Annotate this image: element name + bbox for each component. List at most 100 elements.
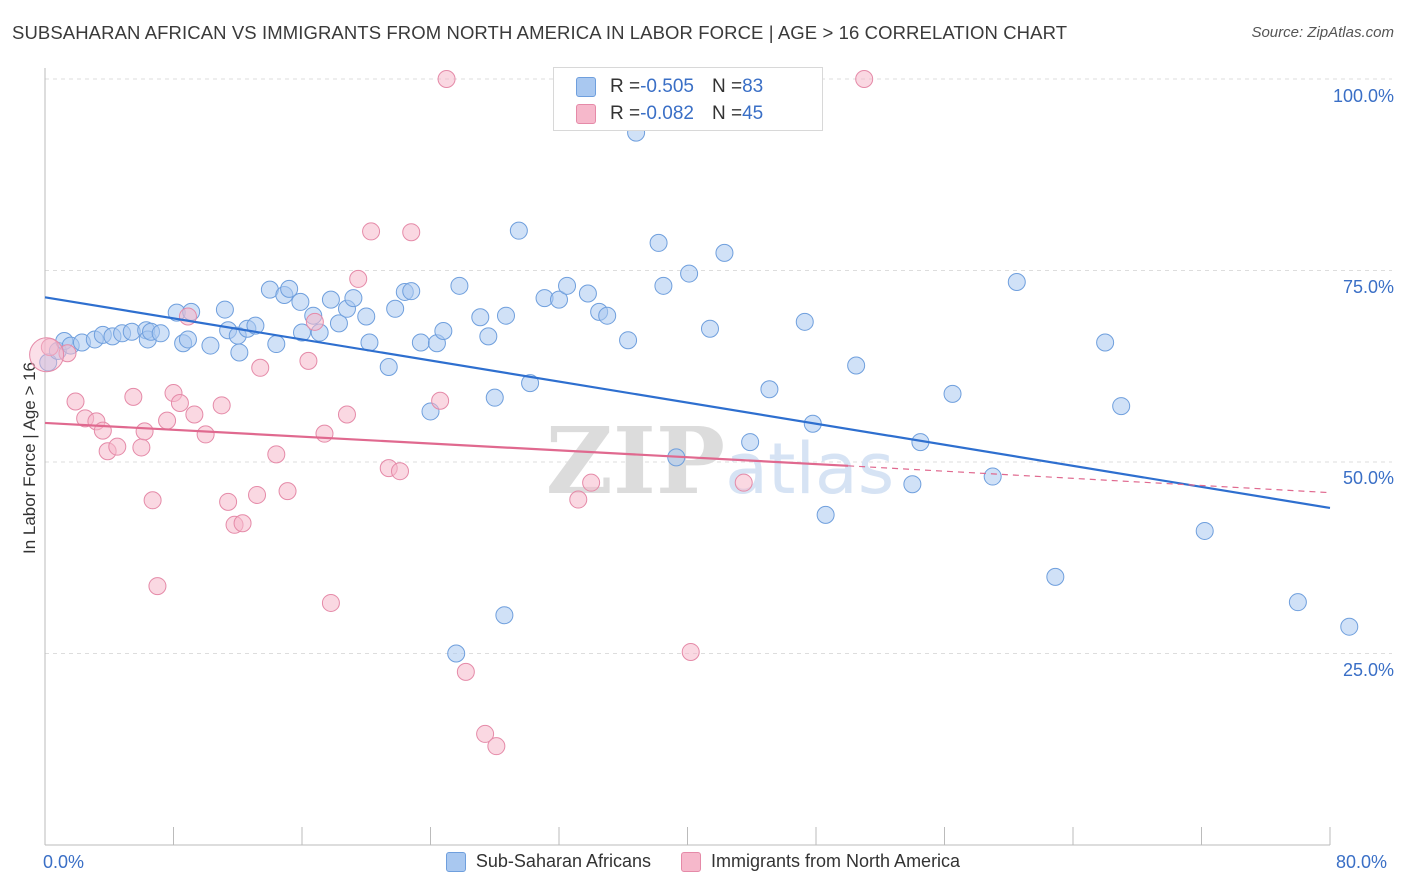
data-point-subsaharan [291, 292, 310, 311]
data-point-subsaharan [795, 312, 814, 331]
legend-row-blue: R = -0.505 N = 83 [576, 74, 763, 100]
data-point-north-america [124, 387, 143, 406]
data-point-north-america [148, 577, 167, 596]
data-point-subsaharan [496, 306, 515, 325]
legend-row-pink: R = -0.082 N = 45 [576, 101, 763, 127]
data-point-subsaharan [1046, 567, 1065, 586]
data-point-north-america [251, 358, 270, 377]
data-point-north-america [362, 222, 381, 241]
data-point-north-america [437, 70, 456, 88]
y-tick-100: 100.0% [1332, 86, 1394, 106]
r-label: R = [610, 103, 641, 124]
blue-legend-label: Sub-Saharan Africans [475, 851, 652, 871]
chart-title: SUBSAHARAN AFRICAN VS IMMIGRANTS FROM NO… [12, 22, 1068, 43]
data-point-subsaharan [903, 475, 922, 494]
source-label: Source: ZipAtlas.com [1251, 24, 1394, 41]
data-point-subsaharan [246, 316, 265, 335]
data-point-subsaharan [293, 323, 311, 342]
data-point-north-america [734, 473, 753, 492]
data-point-north-america [233, 514, 252, 533]
stats-legend: R = -0.505 N = 83 R = -0.082 N = 45 [553, 67, 823, 131]
y-tick-25: 25.0% [1342, 660, 1394, 680]
n-value: 83 [742, 76, 764, 97]
data-point-north-america [299, 351, 318, 370]
trend-line-subsaharan [44, 296, 1331, 510]
data-point-subsaharan [1096, 333, 1115, 352]
data-point-subsaharan [700, 319, 719, 338]
data-point-north-america [135, 422, 154, 441]
n-label: N = [711, 76, 743, 97]
x-tick-max: 80.0% [1336, 852, 1388, 872]
data-point-north-america [431, 391, 450, 410]
data-point-subsaharan [178, 330, 197, 349]
data-point-subsaharan [1195, 521, 1214, 540]
data-point-north-america [170, 394, 189, 413]
pink-legend-label: Immigrants from North America [711, 851, 961, 871]
data-point-north-america [143, 491, 162, 510]
data-point-subsaharan [715, 243, 734, 262]
data-point-subsaharan [983, 467, 1002, 486]
r-value: -0.082 [640, 103, 694, 124]
blue-swatch [576, 77, 596, 97]
data-point-subsaharan [357, 307, 376, 326]
data-point-subsaharan [411, 333, 430, 352]
data-point-subsaharan [230, 343, 249, 362]
bottom-legend: Sub-Saharan Africans Immigrants from Nor… [0, 851, 1406, 872]
watermark: ZIPatlas [546, 407, 895, 515]
data-point-north-america [349, 269, 368, 288]
data-point-subsaharan [1340, 617, 1359, 636]
data-point-subsaharan [558, 276, 577, 295]
r-label: R = [610, 76, 641, 97]
data-point-north-america [487, 737, 506, 756]
data-point-subsaharan [386, 299, 405, 318]
y-tick-75: 75.0% [1342, 277, 1394, 297]
data-point-north-america [456, 662, 475, 681]
data-point-north-america [267, 445, 286, 464]
data-point-north-america [132, 438, 151, 457]
data-point-north-america [158, 411, 177, 430]
pink-swatch [576, 104, 596, 124]
r-value: -0.505 [640, 76, 694, 97]
data-point-subsaharan [450, 276, 469, 295]
data-point-subsaharan [1112, 397, 1131, 416]
data-point-subsaharan [379, 358, 398, 377]
data-point-subsaharan [434, 322, 453, 341]
data-point-subsaharan [329, 314, 348, 333]
y-tick-50: 50.0% [1342, 468, 1394, 488]
blue-legend-swatch [445, 851, 466, 872]
data-point-subsaharan [344, 289, 363, 308]
trend-line-north-america [44, 421, 849, 467]
data-point-subsaharan [471, 308, 490, 327]
data-point-north-america [315, 424, 334, 443]
data-point-subsaharan [1007, 272, 1026, 291]
data-point-north-america [196, 425, 215, 444]
data-point-north-america [402, 223, 421, 242]
data-point-subsaharan [550, 290, 568, 309]
data-point-north-america [390, 462, 409, 481]
n-label: N = [711, 103, 743, 124]
data-point-north-america [185, 405, 204, 424]
x-tick-min: 0.0% [43, 852, 85, 872]
data-point-subsaharan [816, 505, 835, 524]
data-point-subsaharan [578, 284, 597, 303]
data-point-subsaharan [479, 327, 498, 346]
data-point-north-america [305, 312, 324, 331]
data-point-north-america [108, 437, 127, 456]
data-point-subsaharan [1288, 593, 1307, 612]
data-point-north-america [212, 396, 231, 415]
data-point-subsaharan [485, 388, 504, 407]
data-point-subsaharan [447, 644, 466, 663]
data-point-north-america [278, 482, 297, 501]
data-point-subsaharan [847, 356, 866, 375]
data-point-north-america [569, 490, 588, 509]
data-point-north-america [476, 724, 495, 743]
data-point-subsaharan [760, 380, 779, 399]
data-point-north-america [855, 70, 874, 88]
data-point-subsaharan [619, 331, 638, 350]
data-point-north-america [681, 642, 700, 661]
data-point-subsaharan [151, 324, 170, 343]
data-point-subsaharan [649, 233, 668, 252]
bottom-legend-blue: Sub-Saharan Africans [445, 851, 652, 872]
data-point-subsaharan [654, 276, 673, 295]
